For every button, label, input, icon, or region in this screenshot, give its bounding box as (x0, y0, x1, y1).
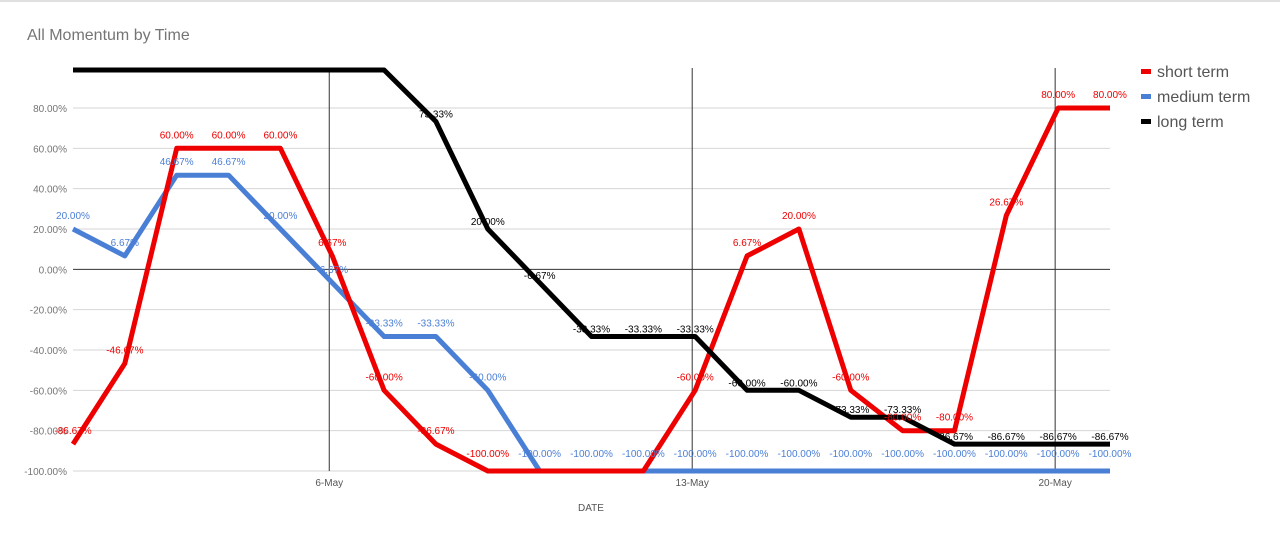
data-label: -33.33% (625, 325, 662, 336)
data-label: 20.00% (263, 211, 297, 222)
data-label: -60.00% (728, 378, 765, 389)
data-label: 6.67% (318, 238, 346, 249)
data-label: -6.67% (316, 265, 348, 276)
data-label: 46.67% (212, 157, 246, 168)
data-label: 80.00% (1041, 90, 1075, 101)
data-label: -100.00% (777, 449, 820, 460)
y-tick-label: -80.00% (30, 427, 67, 438)
data-label: -60.00% (469, 372, 506, 383)
data-label: -100.00% (829, 449, 872, 460)
data-label: -60.00% (832, 372, 869, 383)
data-label: -86.67% (988, 432, 1025, 443)
data-label: 60.00% (212, 130, 246, 141)
y-tick-label: 60.00% (33, 144, 67, 155)
data-label: 6.67% (733, 238, 761, 249)
data-label: -33.33% (365, 319, 402, 330)
data-label: 60.00% (160, 130, 194, 141)
data-label: -100.00% (518, 449, 561, 460)
y-tick-label: -40.00% (30, 346, 67, 357)
data-label: -6.67% (524, 271, 556, 282)
data-label: -100.00% (570, 449, 613, 460)
y-tick-label: -100.00% (24, 467, 67, 478)
legend-label: short term (1157, 64, 1229, 81)
legend-label: medium term (1157, 89, 1250, 106)
data-label: -86.67% (1040, 432, 1077, 443)
data-label: -46.67% (106, 345, 143, 356)
top-border (0, 0, 1280, 2)
data-label: -80.00% (936, 413, 973, 424)
y-tick-label: 40.00% (33, 185, 67, 196)
data-label: -86.67% (1091, 432, 1128, 443)
data-label: -100.00% (674, 449, 717, 460)
legend-label: long term (1157, 114, 1224, 131)
data-label: 6.67% (111, 238, 139, 249)
data-label: 80.00% (1093, 90, 1127, 101)
data-label: 73.33% (419, 109, 453, 120)
data-label: 46.67% (160, 157, 194, 168)
series-line-short-term (70, 105, 1110, 474)
y-tick-label: -20.00% (30, 306, 67, 317)
data-label: -33.33% (417, 319, 454, 330)
data-label: -100.00% (881, 449, 924, 460)
data-label: -80.00% (884, 413, 921, 424)
data-label: 60.00% (263, 130, 297, 141)
data-label: -86.67% (936, 432, 973, 443)
data-label: -100.00% (1089, 449, 1132, 460)
series-line-long-term (73, 67, 1110, 447)
legend-swatch (1141, 94, 1151, 99)
data-label: -73.33% (832, 405, 869, 416)
x-tick-label: 13-May (676, 478, 709, 489)
data-label: -100.00% (726, 449, 769, 460)
x-tick-label: 6-May (315, 478, 343, 489)
data-label: -100.00% (466, 449, 509, 460)
data-label: -100.00% (622, 449, 665, 460)
data-label: -73.33% (884, 405, 921, 416)
y-tick-label: 80.00% (33, 104, 67, 115)
data-label: -60.00% (365, 372, 402, 383)
x-axis-label: DATE (578, 503, 604, 514)
data-label: 20.00% (782, 211, 816, 222)
data-label: -100.00% (1037, 449, 1080, 460)
data-label: 26.67% (989, 198, 1023, 209)
data-label: -60.00% (780, 378, 817, 389)
data-label: -33.33% (677, 325, 714, 336)
y-tick-label: -60.00% (30, 386, 67, 397)
data-label: -100.00% (985, 449, 1028, 460)
data-label: -100.00% (933, 449, 976, 460)
chart-title: All Momentum by Time (27, 27, 190, 44)
x-tick-label: 20-May (1038, 478, 1071, 489)
data-label: -33.33% (573, 325, 610, 336)
data-label: 20.00% (56, 211, 90, 222)
data-label: -86.67% (54, 426, 91, 437)
legend-swatch (1141, 119, 1151, 124)
data-label: 20.00% (471, 217, 505, 228)
y-tick-label: 20.00% (33, 225, 67, 236)
data-label: -86.67% (417, 426, 454, 437)
legend-swatch (1141, 69, 1151, 74)
y-tick-label: 0.00% (39, 265, 67, 276)
data-label: -60.00% (677, 372, 714, 383)
